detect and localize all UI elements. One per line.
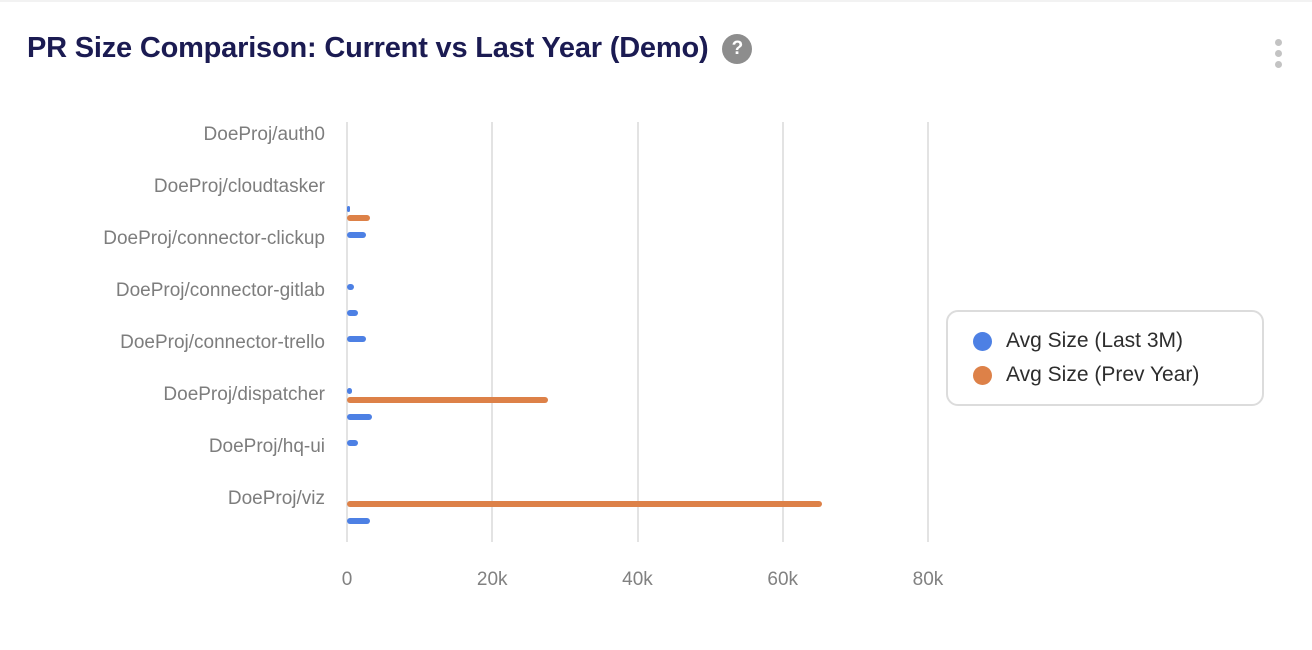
gridline <box>781 122 784 542</box>
bar-avg-size-prev-year[interactable] <box>347 396 549 403</box>
x-tick-label: 80k <box>912 569 944 590</box>
y-axis-label: DoeProj/viz <box>227 488 325 509</box>
kebab-menu-icon[interactable] <box>1264 34 1292 72</box>
gridline <box>491 122 494 542</box>
bar-avg-size-last-3m[interactable] <box>347 387 352 394</box>
y-axis-label: DoeProj/connector-gitlab <box>115 280 325 301</box>
y-axis-label: DoeProj/connector-clickup <box>103 228 325 249</box>
gridline <box>636 122 639 542</box>
bar-avg-size-last-3m[interactable] <box>347 205 350 212</box>
page-title: PR Size Comparison: Current vs Last Year… <box>27 32 709 64</box>
legend-item-last-3m[interactable]: Avg Size (Last 3M) <box>973 324 1252 358</box>
legend-label: Avg Size (Prev Year) <box>1006 363 1200 386</box>
chart-legend: Avg Size (Last 3M) Avg Size (Prev Year) <box>946 310 1264 406</box>
bar-avg-size-last-3m[interactable] <box>347 439 358 446</box>
bar-avg-size-prev-year[interactable] <box>347 214 371 221</box>
help-icon[interactable]: ? <box>722 33 753 64</box>
kebab-dot <box>1274 38 1282 46</box>
kebab-dot <box>1274 49 1282 57</box>
y-axis-label: DoeProj/cloudtasker <box>153 176 325 197</box>
gridline <box>927 122 929 542</box>
legend-swatch-last-3m-icon <box>973 331 992 351</box>
y-axis-label: DoeProj/auth0 <box>203 124 325 145</box>
bar-avg-size-last-3m[interactable] <box>347 517 370 524</box>
bar-avg-size-last-3m[interactable] <box>347 231 366 238</box>
bar-avg-size-prev-year[interactable] <box>347 500 822 507</box>
gridline <box>346 122 348 542</box>
legend-label: Avg Size (Last 3M) <box>1006 329 1184 352</box>
y-axis-label: DoeProj/connector-trello <box>120 332 325 353</box>
legend-item-prev-year[interactable]: Avg Size (Prev Year) <box>973 358 1252 392</box>
y-axis-label: DoeProj/dispatcher <box>163 384 325 405</box>
chart-header: PR Size Comparison: Current vs Last Year… <box>27 32 753 65</box>
bar-avg-size-last-3m[interactable] <box>347 335 366 342</box>
bar-avg-size-last-3m[interactable] <box>347 283 355 290</box>
x-tick-label: 20k <box>476 569 508 590</box>
y-axis-label: DoeProj/hq-ui <box>208 436 325 457</box>
x-tick-label: 0 <box>341 569 353 590</box>
bar-avg-size-last-3m[interactable] <box>347 413 373 420</box>
x-tick-label: 40k <box>622 569 653 590</box>
bar-avg-size-last-3m[interactable] <box>347 309 358 316</box>
x-tick-label: 60k <box>767 569 799 590</box>
kebab-dot <box>1274 60 1282 68</box>
legend-swatch-prev-year-icon <box>973 365 992 385</box>
